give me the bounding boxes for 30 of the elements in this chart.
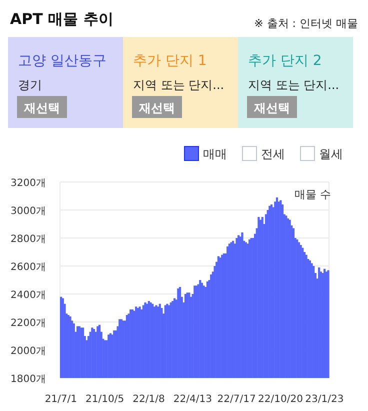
y-tick-label: 2800개	[10, 234, 46, 245]
text: 재선택	[23, 101, 60, 115]
legend-label: 매매	[203, 147, 227, 161]
text: 추가 단지 1	[133, 53, 207, 69]
y-tick-label: 2400개	[10, 290, 46, 301]
y-tick-label: 1800개	[10, 374, 46, 385]
x-tick-label: 21/7/1	[44, 394, 78, 405]
text: 재선택	[138, 101, 175, 115]
text: 경기	[18, 78, 42, 92]
x-tick-label: 22/1/8	[132, 394, 165, 405]
x-tick-label: 22/4/13	[173, 394, 212, 405]
text: APT 매물 추이	[10, 10, 114, 28]
x-tick-label: 22/7/17	[217, 394, 256, 405]
text: 추가 단지 2	[248, 53, 322, 69]
text: 고양 일산동구	[18, 53, 106, 69]
x-tick-label: 22/10/20	[258, 394, 303, 405]
y-tick-label: 2600개	[10, 262, 46, 273]
text: 지역 또는 단지...	[248, 78, 340, 92]
y-tick-label: 2000개	[10, 346, 46, 357]
x-tick-label: 23/1/23	[305, 394, 344, 405]
text: ※ 출처 : 인터넷 매물	[254, 17, 358, 30]
y-axis-title: 매물 수	[294, 188, 331, 201]
legend-label: 전세	[261, 147, 285, 161]
legend-label: 월세	[319, 147, 343, 161]
y-tick-label: 3000개	[10, 206, 46, 217]
text: 지역 또는 단지...	[133, 78, 224, 92]
y-tick-label: 2200개	[10, 318, 46, 329]
text: 재선택	[253, 101, 290, 115]
y-tick-label: 3200개	[10, 178, 46, 189]
x-tick-label: 21/10/5	[86, 394, 124, 405]
